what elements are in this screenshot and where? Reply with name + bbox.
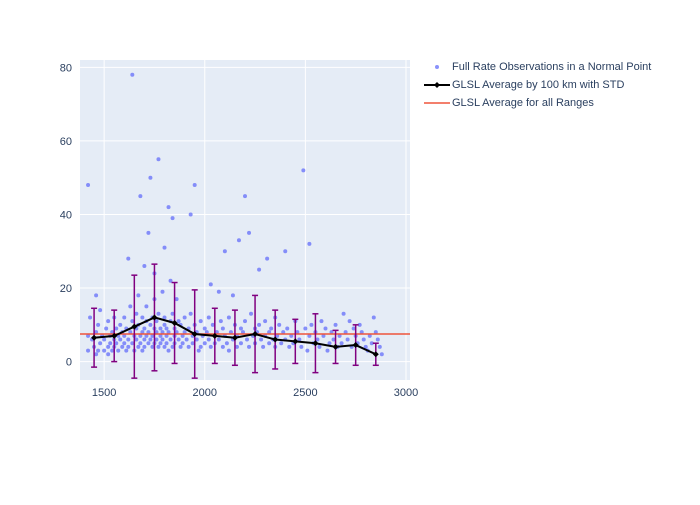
y-tick-label: 60 (60, 136, 72, 148)
legend-label: GLSL Average for all Ranges (452, 97, 594, 109)
legend-item: Full Rate Observations in a Normal Point (422, 58, 651, 76)
legend-item: GLSL Average by 100 km with STD (422, 76, 651, 94)
y-tick-label: 20 (60, 283, 72, 295)
legend-label: Full Rate Observations in a Normal Point (452, 61, 651, 73)
chart-container: 1500 2000 2500 3000 0 20 40 60 80 Full Rate Obse… (0, 0, 700, 500)
x-tick-label: 3000 (394, 387, 418, 399)
legend-item: GLSL Average for all Ranges (422, 94, 651, 112)
x-tick-label: 1500 (92, 387, 116, 399)
y-tick-label: 40 (60, 209, 72, 221)
legend-symbol (422, 60, 452, 74)
y-tick-label: 0 (66, 357, 72, 369)
legend-symbol (422, 96, 452, 110)
legend-symbol (422, 78, 452, 92)
legend: Full Rate Observations in a Normal Point… (422, 58, 651, 112)
y-tick-label: 80 (60, 62, 72, 74)
x-tick-label: 2000 (193, 387, 217, 399)
legend-label: GLSL Average by 100 km with STD (452, 79, 624, 91)
x-tick-label: 2500 (293, 387, 317, 399)
